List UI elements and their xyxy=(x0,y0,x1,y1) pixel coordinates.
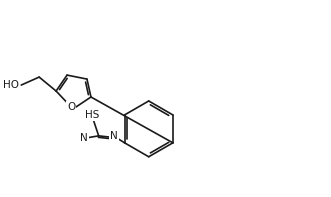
Text: HS: HS xyxy=(84,110,99,120)
Text: HO: HO xyxy=(3,80,19,90)
Text: N: N xyxy=(80,133,88,143)
Text: N: N xyxy=(110,131,118,141)
Text: O: O xyxy=(67,102,75,112)
